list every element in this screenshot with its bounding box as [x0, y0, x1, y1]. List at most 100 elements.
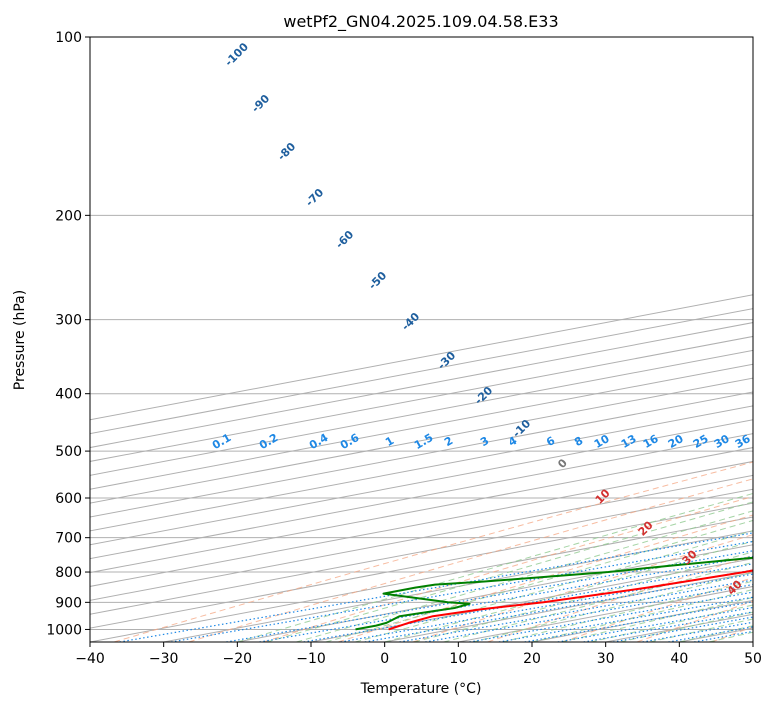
temperature-line: [388, 569, 753, 631]
moist-adiabat-line: [355, 530, 753, 642]
moist-adiabat-line: [472, 571, 753, 642]
moist-adiabat-label: 10: [593, 486, 613, 506]
moist-adiabat-line: [266, 501, 753, 642]
isotherm-line: [90, 294, 753, 421]
moist-adiabat-line: [649, 618, 753, 642]
x-tick-label: −20: [223, 651, 253, 667]
x-tick-label: −30: [149, 651, 179, 667]
x-tick-label: 20: [523, 651, 541, 667]
mixing-ratio-line: [642, 621, 753, 642]
moist-adiabat-line: [237, 492, 753, 642]
mixing-ratio-label: 10: [592, 432, 612, 451]
y-tick-label: 400: [55, 387, 82, 403]
mixing-ratio-line: [425, 583, 753, 642]
mixing-ratio-line: [340, 569, 753, 642]
isotherm-line: [90, 488, 753, 615]
isotherm-line: [90, 502, 753, 629]
x-axis-label: Temperature (°C): [360, 681, 482, 697]
mixing-ratio-label: 25: [691, 432, 711, 451]
mixing-ratio-label: 1: [383, 434, 396, 449]
dry-adiabat-label: -80: [275, 140, 298, 163]
y-tick-label: 600: [55, 491, 82, 507]
mixing-ratio-label: 30: [712, 432, 732, 451]
isotherm-line: [90, 308, 753, 435]
moist-adiabat-line: [561, 596, 753, 642]
mixing-ratio-label: 13: [619, 432, 639, 451]
isotherm-line: [90, 391, 753, 518]
y-tick-label: 800: [55, 565, 82, 581]
y-tick-label: 200: [55, 208, 82, 224]
isotherm-line: [90, 335, 753, 462]
mixing-ratio-line: [364, 573, 753, 642]
x-tick-label: 50: [744, 651, 762, 667]
dry-adiabat-line: [636, 600, 753, 642]
dry-adiabats: [113, 461, 753, 642]
y-tick-label: 500: [55, 444, 82, 460]
isotherm-line: [163, 530, 753, 642]
isotherm-line: [90, 516, 753, 642]
isotherm-line: [90, 433, 753, 560]
y-axis-label: Pressure (hPa): [12, 290, 28, 390]
dry-adiabat-label: -20: [472, 384, 495, 407]
mixing-ratio-label: 2: [442, 434, 455, 449]
dry-adiabat-line: [263, 495, 753, 642]
moist-adiabat-line: [531, 589, 753, 642]
y-tick-label: 700: [55, 531, 82, 547]
x-tick-label: −10: [296, 651, 326, 667]
isotherm-line: [90, 460, 753, 587]
isotherm-line: [310, 558, 753, 642]
isotherm-line: [458, 585, 753, 642]
x-tick-label: 10: [449, 651, 467, 667]
dry-adiabat-label: -90: [249, 92, 272, 115]
mixing-ratio-label: 6: [544, 434, 557, 449]
moist-adiabat-line: [413, 551, 753, 642]
y-axis: 1000 900 800 700 600 500 400 300 200 100: [46, 30, 90, 638]
chart-title: wetPf2_GN04.2025.109.04.58.E33: [283, 12, 558, 32]
y-tick-label: 1000: [46, 622, 82, 638]
dry-adiabat-label: -100: [222, 40, 251, 69]
plot-area: -100-90-80-70-60-50-40-30-20-100.1 0.2 0.4…: [90, 37, 753, 642]
x-tick-label: −40: [75, 651, 105, 667]
y-tick-label: 900: [55, 595, 82, 611]
mixing-ratio-label: 20: [666, 432, 686, 451]
dry-adiabat-label: -60: [333, 228, 356, 251]
moist-adiabat-line: [443, 561, 753, 642]
dry-adiabat-label: -40: [399, 310, 422, 333]
isotherm-line: [90, 474, 753, 601]
isotherm-line: [90, 419, 753, 546]
mixing-ratio-label: 16: [641, 432, 661, 451]
mixing-ratio-lines: [119, 532, 753, 642]
mixing-ratio-line: [399, 579, 753, 642]
line-labels: -100-90-80-70-60-50-40-30-20-100.1 0.2 0.4…: [210, 40, 753, 598]
x-tick-label: 30: [597, 651, 615, 667]
isotherm-line: [90, 322, 753, 449]
dry-adiabat-label: -50: [366, 269, 389, 292]
dry-adiabat-line: [113, 461, 753, 642]
isotherm-line: [90, 363, 753, 490]
profile-series: [355, 556, 753, 631]
dry-adiabat-line: [338, 514, 753, 642]
x-tick-label: 0: [380, 651, 389, 667]
y-tick-label: 300: [55, 313, 82, 329]
isotherm-line: [90, 405, 753, 532]
isotherm-line: [90, 349, 753, 476]
grid-lines: [90, 37, 753, 642]
mixing-ratio-label: 0.2: [257, 431, 280, 452]
y-tick-label: 100: [55, 30, 82, 46]
mixing-ratio-label: 0.6: [338, 431, 362, 452]
moist-adiabats: [237, 492, 753, 642]
mixing-ratio-label: 8: [572, 434, 585, 449]
mixing-ratio-line: [170, 540, 753, 642]
x-tick-label: 40: [670, 651, 688, 667]
dewpoint-line: [355, 556, 753, 631]
plot-frame: [89, 36, 754, 643]
isotherm-line: [752, 641, 753, 642]
moist-adiabat-line: [325, 519, 753, 642]
dry-adiabat-label: -30: [435, 349, 458, 372]
isotherm-line: [90, 447, 753, 574]
dry-adiabat-line: [562, 576, 753, 642]
isotherm-line: [90, 377, 753, 504]
mixing-ratio-label: 1.5: [412, 431, 435, 452]
x-axis: −40 −30 −20 −10 0 10 20 30 40 50: [75, 642, 762, 667]
